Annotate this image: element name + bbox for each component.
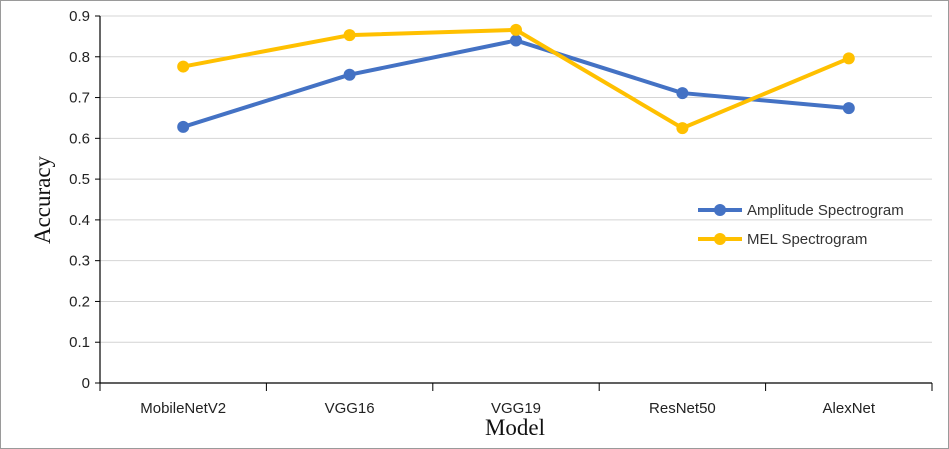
x-tick-label: MobileNetV2 — [140, 400, 226, 417]
legend-entry: Amplitude Spectrogram — [698, 202, 904, 219]
data-point — [676, 122, 689, 135]
y-tick-label: 0.3 — [69, 253, 90, 270]
data-point — [842, 102, 855, 115]
y-axis-title: Accuracy — [30, 155, 55, 244]
data-point — [842, 52, 855, 65]
data-point — [510, 23, 522, 36]
axes — [95, 15, 933, 391]
y-tick-label: 0.9 — [69, 8, 90, 25]
legend-swatch-marker — [714, 233, 726, 245]
y-tick-label: 0 — [82, 375, 90, 392]
data-point — [177, 60, 190, 73]
series-lines — [177, 23, 855, 135]
legend-swatch-marker — [714, 204, 726, 216]
data-point — [343, 29, 356, 42]
x-tick-label: ResNet50 — [649, 400, 716, 417]
y-tick-label: 0.4 — [69, 212, 90, 229]
legend-label: Amplitude Spectrogram — [747, 202, 904, 219]
gridlines — [100, 15, 932, 343]
y-tick-label: 0.7 — [69, 90, 90, 107]
y-tick-label: 0.2 — [69, 293, 90, 310]
x-axis-title: Model — [485, 415, 545, 440]
y-tick-label: 0.6 — [69, 130, 90, 147]
legend-label: MEL Spectrogram — [747, 231, 867, 248]
tick-labels: 0 0.1 0.2 0.3 0.4 0.5 0.6 0.7 0.8 0.9 MobileNetV2 V… — [69, 8, 876, 417]
x-tick-label: VGG16 — [325, 400, 375, 417]
x-tick-label: AlexNet — [823, 400, 876, 417]
series-line-0 — [181, 38, 851, 129]
data-point — [510, 34, 522, 47]
data-point — [177, 120, 190, 133]
legend-entry: MEL Spectrogram — [698, 231, 867, 248]
y-tick-label: 0.1 — [69, 334, 90, 351]
x-tick-label: VGG19 — [491, 400, 541, 417]
data-point — [343, 68, 356, 81]
y-tick-label: 0.8 — [69, 49, 90, 66]
y-tick-label: 0.5 — [69, 171, 90, 188]
legend: Amplitude Spectrogram MEL Spectrogram — [698, 202, 904, 248]
data-point — [676, 87, 689, 100]
